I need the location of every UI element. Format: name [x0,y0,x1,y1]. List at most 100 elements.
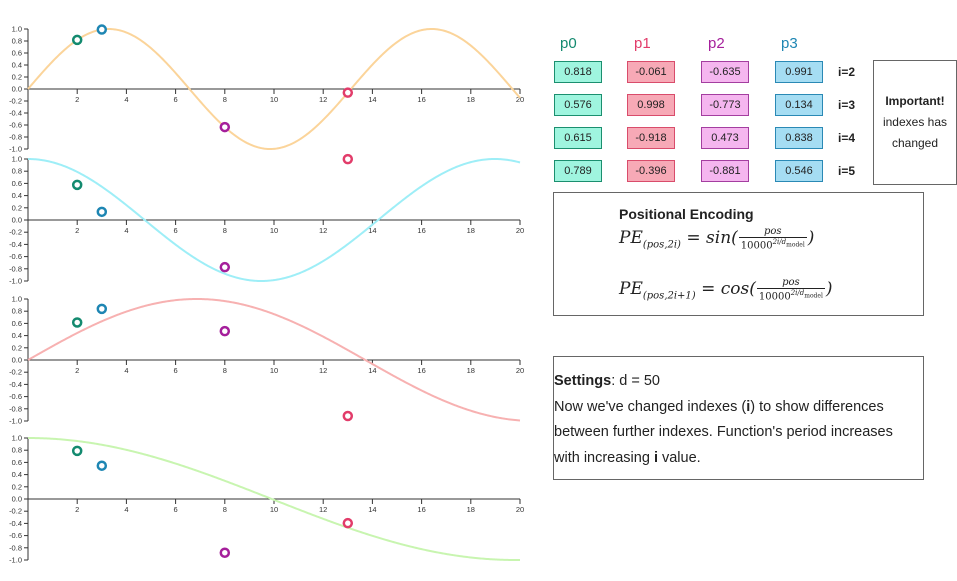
plots-area: 1.0 0.8 0.6 0.4 0.2 0.0 -0.2 -0.4 -0.6 -0.8 -1.0 2 4… [9,24,524,565]
x-tick-label: 6 [174,366,178,375]
y-tick-label: 0.8 [12,307,22,316]
x-tick-label: 14 [368,95,376,104]
x-tick-label: 18 [467,226,475,235]
settings-text: with increasing [554,449,654,466]
important-line2: changed [891,136,939,150]
y-tick-label: 0.6 [12,458,22,467]
y-tick-label: -0.6 [9,121,22,130]
x-tick-label: 14 [368,366,376,375]
value-cell: 0.546 [775,160,823,182]
data-point [96,206,108,218]
settings-text: value. [657,449,701,466]
row-label: i=3 [838,98,856,112]
header-p3: p3 [781,35,798,52]
row-label: i=5 [838,164,856,178]
y-tick-label: -0.8 [9,543,22,552]
value-cell: -0.635 [701,61,749,83]
y-tick-label: -1.0 [9,417,22,426]
data-point [219,547,231,558]
y-tick-label: -0.2 [9,97,22,106]
y-tick-label: -0.8 [9,264,22,273]
x-tick-label: 10 [270,366,278,375]
data-point [96,24,108,35]
x-tick-label: 18 [467,95,475,104]
x-tick-label: 12 [319,505,327,514]
y-tick-label: 0.4 [12,331,22,340]
row-label: i=2 [838,65,856,79]
y-tick-label: -0.8 [9,133,22,142]
settings-value: : d = 50 [611,373,660,389]
data-point [342,153,354,165]
x-tick-label: 8 [223,226,227,235]
series-line [28,437,521,561]
value-cell: 0.998 [627,94,675,116]
value-cell: 0.838 [775,127,823,149]
settings-text: Now we've changed indexes ( [554,398,747,415]
data-point [219,261,231,273]
value-cell: 0.991 [775,61,823,83]
y-tick-label: -1.0 [9,277,22,286]
x-tick-label: 14 [368,226,376,235]
x-tick-label: 16 [417,366,425,375]
value-cell: 0.818 [554,61,602,83]
x-tick-label: 2 [75,505,79,514]
y-tick-label: -0.6 [9,531,22,540]
x-tick-label: 20 [516,366,524,375]
x-tick-label: 18 [467,366,475,375]
x-tick-label: 10 [270,505,278,514]
header-p2: p2 [708,35,725,52]
settings-line1: Now we've changed indexes (i) to show di… [554,395,923,421]
x-tick-label: 6 [174,505,178,514]
data-point [71,34,83,46]
y-tick-label: 0.8 [12,37,22,46]
value-cell: 0.576 [554,94,602,116]
y-tick-label: 0.0 [12,216,22,225]
x-tick-label: 12 [319,95,327,104]
y-tick-label: -0.4 [9,380,22,389]
y-tick-label: 0.2 [12,73,22,82]
series-line [27,298,521,422]
data-point [96,303,108,315]
y-tick-label: 0.6 [12,179,22,188]
important-title: Important! [885,94,945,108]
value-cell: -0.918 [627,127,675,149]
settings-box: Settings: d = 50 Now we've changed index… [553,356,924,480]
y-tick-label: -0.2 [9,507,22,516]
value-cell: 0.615 [554,127,602,149]
settings-i: i [653,449,658,466]
x-tick-label: 20 [516,95,524,104]
x-tick-label: 8 [223,505,227,514]
data-point [71,317,83,328]
data-point [219,325,231,337]
value-cell: -0.396 [627,160,675,182]
important-note: Important! indexes has changed [873,60,957,185]
y-tick-label: 0.2 [12,343,22,352]
header-p0: p0 [560,35,577,52]
y-tick-label: 0.2 [12,482,22,491]
value-cell: 0.473 [701,127,749,149]
y-tick-label: -0.4 [9,109,22,118]
data-point [71,179,83,191]
settings-line2: between further indexes. Function's peri… [554,424,893,440]
x-tick-label: 20 [516,505,524,514]
y-tick-label: 0.0 [12,85,22,94]
series-line [27,27,521,151]
x-tick-label: 6 [174,226,178,235]
y-tick-label: -0.4 [9,240,22,249]
y-tick-label: -0.6 [9,252,22,261]
data-point [342,87,354,98]
value-cell: 0.134 [775,94,823,116]
x-tick-label: 8 [223,95,227,104]
pe-sin-formula: PE(pos,2i) = sin(pos 100002i/dmodel) [619,226,815,252]
y-tick-label: -0.2 [9,368,22,377]
positional-encoding-box: Positional Encoding PE(pos,2i) = sin(pos… [553,192,924,316]
y-tick-label: 0.6 [12,319,22,328]
value-cell: -0.881 [701,160,749,182]
y-tick-label: 1.0 [12,155,22,164]
y-tick-label: -0.8 [9,404,22,413]
pe-cos-formula: PE(pos,2i+1) = cos(pos 100002i/dmodel) [619,277,833,303]
value-cell: 0.789 [554,160,602,182]
y-tick-label: -0.4 [9,519,22,528]
x-tick-label: 10 [270,226,278,235]
settings-i: i [746,398,751,415]
